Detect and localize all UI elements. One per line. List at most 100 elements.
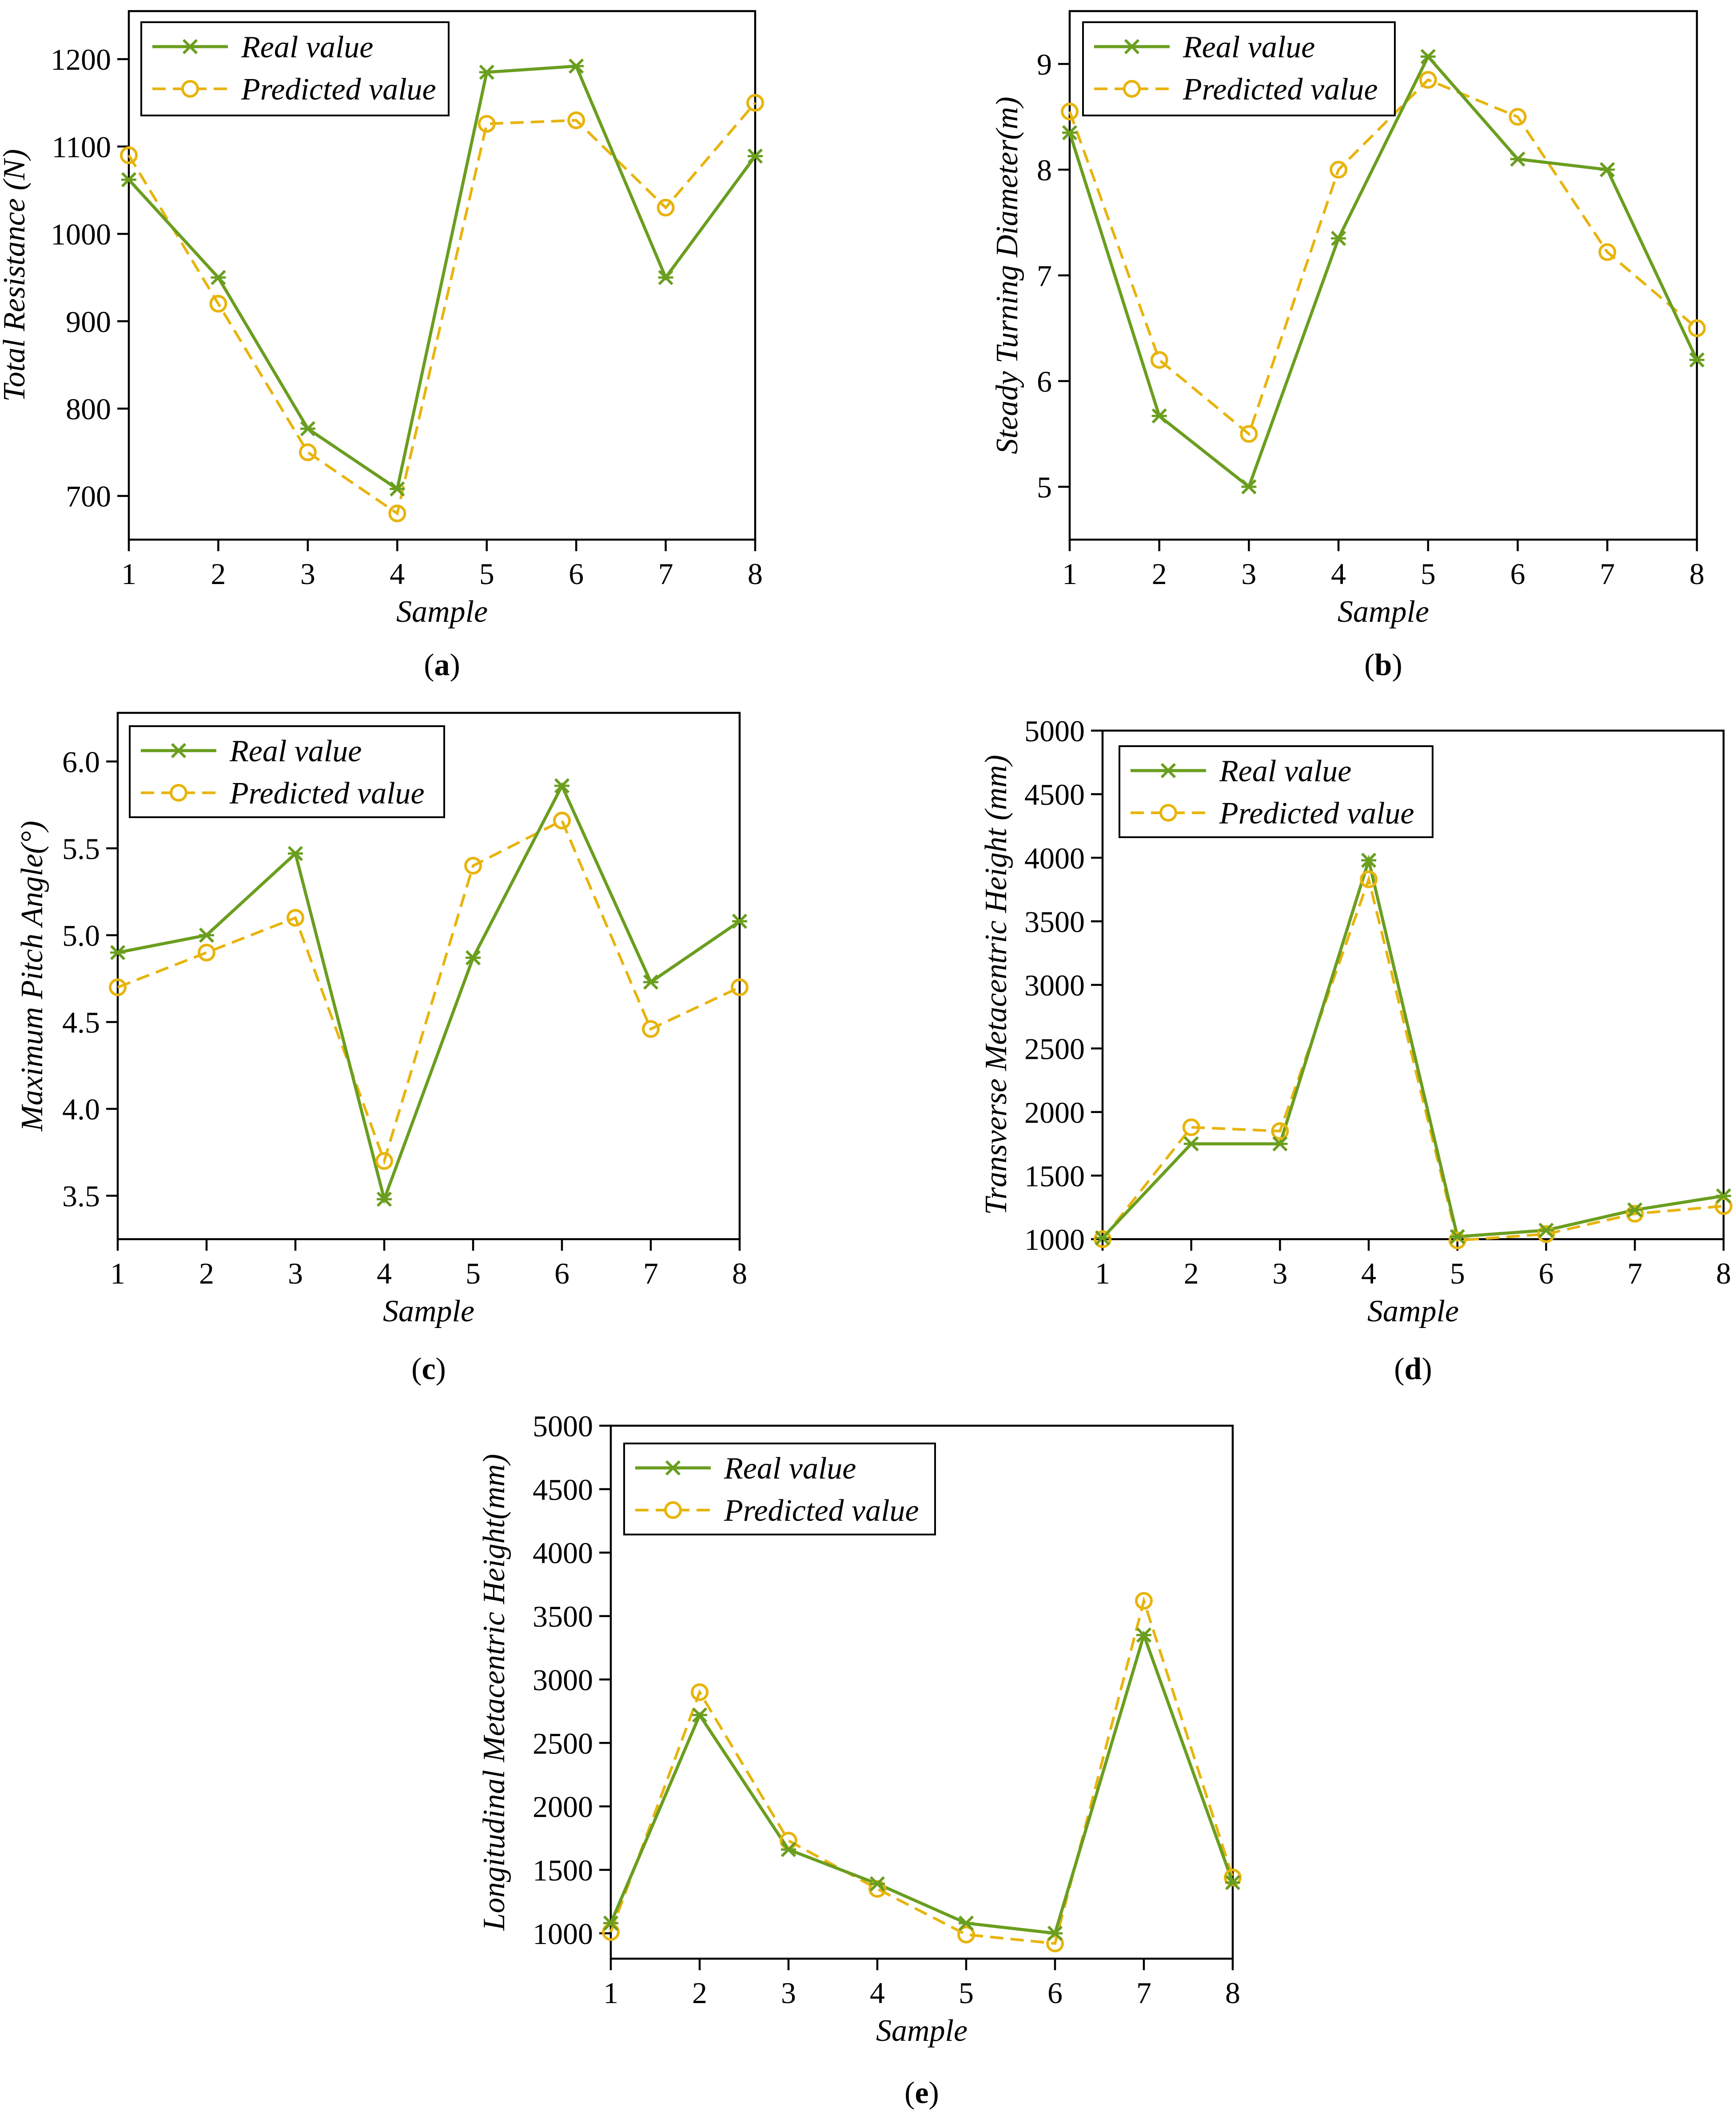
y-tick-label: 3500 (1024, 905, 1085, 938)
point-predicted (209, 294, 227, 313)
y-tick-label: 800 (66, 392, 111, 426)
x-axis-title: Sample (1367, 1294, 1459, 1328)
x-tick-label: 5 (466, 1256, 481, 1290)
point-real (1449, 1229, 1465, 1244)
x-tick-label: 1 (1095, 1256, 1110, 1290)
y-tick-label: 4000 (533, 1536, 593, 1570)
point-predicted (1360, 870, 1378, 888)
y-tick-label: 4.0 (62, 1093, 100, 1126)
point-real (658, 270, 673, 286)
legend-label-real: Real value (1219, 754, 1351, 788)
point-predicted (1626, 1205, 1644, 1223)
series-line-predicted (117, 819, 741, 1165)
y-axis-title: Longitudinal Metacentric Height(mm) (477, 1454, 511, 1931)
legend: Real value Predicted value (129, 725, 445, 818)
point-predicted (657, 199, 675, 217)
point-predicted (1224, 1869, 1242, 1887)
point-real (479, 64, 494, 80)
point-predicted (1598, 243, 1617, 261)
x-tick-label: 2 (199, 1256, 214, 1290)
panel-caption: (e) (904, 2076, 939, 2110)
x-axis-title: Sample (1338, 595, 1429, 629)
point-real (958, 1915, 974, 1931)
point-predicted (1150, 351, 1168, 369)
series-line-predicted (609, 1596, 1234, 1945)
point-predicted (1537, 1225, 1555, 1243)
x-tick-label: 8 (1689, 557, 1704, 591)
y-tick-label: 3500 (533, 1600, 593, 1634)
x-tick-label: 2 (1152, 557, 1167, 591)
y-tick-label: 9 (1037, 48, 1052, 81)
x-tick-label: 3 (1272, 1256, 1287, 1290)
legend-label-real: Real value (229, 734, 362, 768)
point-real (1047, 1925, 1063, 1941)
point-predicted (1688, 319, 1706, 337)
series-line-real (1101, 854, 1724, 1239)
legend-label-predicted: Predicted value (229, 776, 425, 811)
x-tick-label: 7 (658, 557, 673, 591)
y-tick-label: 1100 (52, 130, 111, 164)
y-tick-label: 1200 (51, 43, 111, 76)
x-tick-label: 7 (1627, 1256, 1642, 1290)
point-real (287, 846, 303, 861)
y-tick-label: 1000 (1024, 1223, 1085, 1256)
point-real (1538, 1222, 1554, 1238)
x-tick-label: 8 (1716, 1256, 1731, 1290)
point-predicted (1135, 1592, 1153, 1610)
x-tick-label: 1 (110, 1256, 125, 1290)
x-tick-label: 8 (1225, 1976, 1240, 2010)
legend-box (129, 725, 445, 818)
x-tick-label: 3 (300, 557, 315, 591)
chart-panel-c: 1 2 3 4 5 6 7 8 3.5 4.0 4.5 5.0 5.5 6.0 Sample Maximum … (15, 712, 749, 1386)
y-tick-label: 6.0 (62, 745, 100, 779)
x-tick-label: 6 (1539, 1256, 1554, 1290)
point-real (1600, 162, 1615, 178)
y-tick-label: 5000 (533, 1409, 593, 1443)
y-tick-label: 2500 (1024, 1032, 1085, 1066)
x-tick-label: 2 (1184, 1256, 1199, 1290)
point-predicted (1240, 425, 1258, 443)
point-predicted (731, 978, 749, 996)
series-line-real (1068, 54, 1699, 489)
point-predicted (567, 111, 585, 129)
y-tick-label: 2000 (533, 1790, 593, 1824)
y-tick-label: 4.5 (62, 1006, 100, 1039)
x-tick-label: 1 (121, 557, 136, 591)
point-predicted (868, 1880, 886, 1898)
x-tick-label: 4 (1361, 1256, 1376, 1290)
point-real (1420, 49, 1436, 64)
plot-area-frame (116, 712, 741, 1240)
x-tick-label: 5 (1450, 1256, 1465, 1290)
legend-box (1082, 21, 1396, 116)
panel-caption: (d) (1394, 1352, 1432, 1386)
plot-area-frame (127, 10, 757, 541)
point-real (732, 914, 748, 929)
y-tick-label: 5000 (1024, 714, 1085, 748)
point-real (1716, 1188, 1732, 1204)
y-tick-label: 700 (66, 480, 111, 513)
point-predicted (1715, 1197, 1732, 1215)
point-predicted (1046, 1934, 1064, 1952)
x-tick-label: 4 (390, 557, 405, 591)
y-tick-label: 8 (1037, 153, 1052, 187)
series-line-real (609, 1630, 1234, 1935)
chart-panel-e: 1 2 3 4 5 6 7 8 1000 1500 2000 2500 3000 3500 4000 4500… (477, 1409, 1242, 2110)
point-predicted (1509, 108, 1527, 126)
point-real (1361, 852, 1377, 868)
x-tick-label: 3 (288, 1256, 303, 1290)
point-real (465, 950, 481, 966)
legend: Real value Predicted value (1082, 21, 1396, 116)
y-tick-label: 1500 (533, 1853, 593, 1887)
y-tick-label: 5 (1037, 470, 1052, 504)
point-real (780, 1842, 796, 1857)
y-tick-label: 4500 (533, 1473, 593, 1507)
y-axis-title: Steady Turning Diameter(m) (990, 97, 1024, 454)
y-tick-label: 1000 (533, 1917, 593, 1951)
legend-label-predicted: Predicted value (1219, 796, 1414, 831)
x-tick-label: 6 (554, 1256, 569, 1290)
point-real (869, 1876, 885, 1892)
x-tick-label: 7 (1600, 557, 1615, 591)
x-tick-label: 4 (1331, 557, 1346, 591)
y-tick-label: 900 (66, 305, 111, 338)
x-tick-label: 2 (211, 557, 226, 591)
